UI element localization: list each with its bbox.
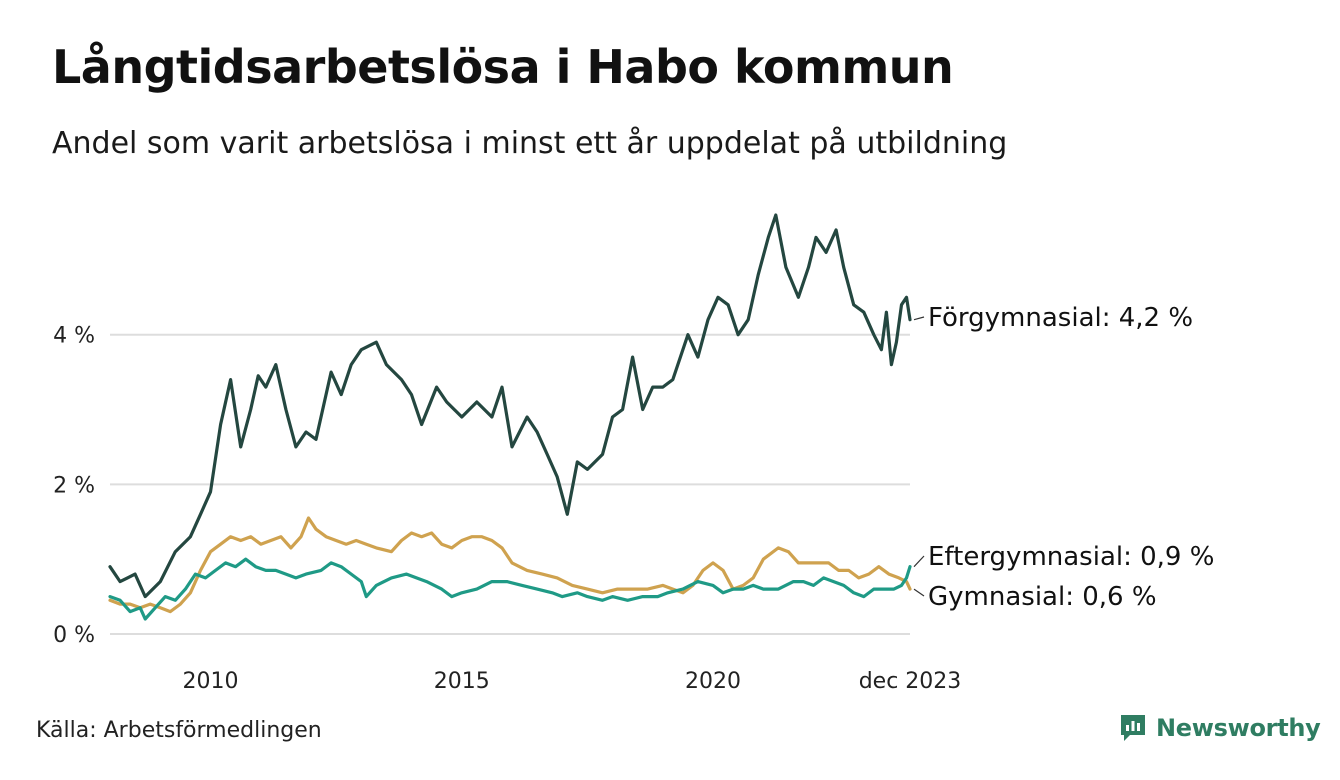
x-tick-label: 2015	[434, 669, 490, 694]
y-tick-label: 0 %	[53, 623, 95, 648]
x-tick-label: 2010	[183, 669, 239, 694]
leader-line	[913, 588, 925, 597]
chart-subtitle: Andel som varit arbetslösa i minst ett å…	[52, 126, 1008, 161]
series-end-label-eftergymnasial: Eftergymnasial: 0,9 %	[928, 542, 1214, 572]
leader-line	[913, 555, 925, 568]
chart-title: Långtidsarbetslösa i Habo kommun	[52, 40, 954, 94]
series-end-label-gymnasial: Gymnasial: 0,6 %	[928, 582, 1157, 612]
leader-line	[913, 316, 925, 321]
source-note: Källa: Arbetsförmedlingen	[36, 718, 322, 743]
series-line-eftergymnasial	[108, 557, 912, 621]
series-line-förgymnasial	[108, 213, 912, 599]
brand-name: Newsworthy	[1156, 714, 1321, 742]
y-tick-label: 4 %	[53, 324, 95, 349]
series-line-gymnasial	[108, 516, 912, 614]
newsworthy-logo-icon	[1121, 715, 1145, 741]
x-tick-label: dec 2023	[859, 669, 962, 694]
brand-logo: Newsworthy	[1118, 712, 1321, 744]
x-tick-label: 2020	[685, 669, 741, 694]
y-tick-label: 2 %	[53, 473, 95, 498]
series-end-label-förgymnasial: Förgymnasial: 4,2 %	[928, 303, 1193, 333]
